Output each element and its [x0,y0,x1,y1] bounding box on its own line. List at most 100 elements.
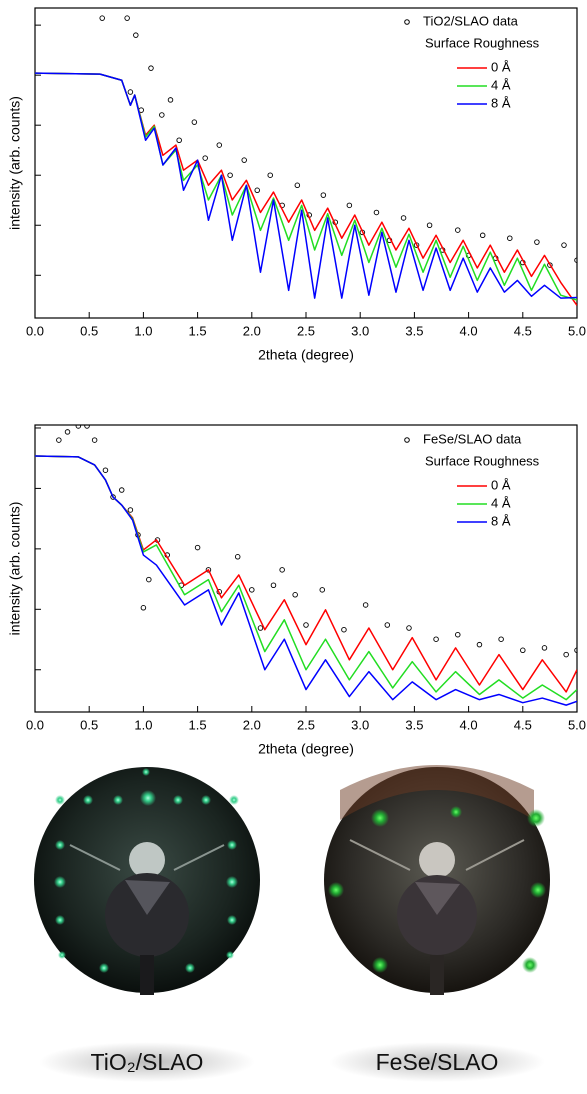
x-tick-label: 0.5 [80,717,98,732]
data-point [99,15,105,21]
plot-area [35,425,577,706]
line-series [35,455,577,701]
x-tick-label: 3.0 [351,717,369,732]
data-point [541,645,548,651]
data-point [146,576,152,583]
y-axis-label: intensity (arb. counts) [7,502,23,636]
y-axis-label: intensity (arb. counts) [7,96,23,230]
x-tick-label: 1.0 [134,717,152,732]
data-point [362,602,369,608]
data-point [563,651,569,658]
data-point [118,487,125,493]
legend-title: Surface Roughness [425,453,540,468]
data-point [159,112,165,118]
data-point [267,172,273,178]
x-tick-label: 1.0 [134,323,152,338]
data-point [257,625,264,631]
data-point [292,592,298,598]
legend-label: 4 Å [491,495,511,510]
data-point [561,242,567,248]
image-caption: FeSe/SLAO [376,1049,499,1075]
x-tick-label: 5.0 [568,717,586,732]
data-point [241,157,247,163]
data-point [400,215,407,221]
data-point [110,494,116,500]
data-point [455,227,461,233]
data-point [384,622,391,628]
data-point [426,222,433,229]
x-axis-label: 2theta (degree) [258,347,354,363]
data-point [270,582,277,589]
data-point [127,89,134,95]
legend-label: 0 Å [491,59,511,74]
data-point [433,636,439,642]
line-series [35,72,577,299]
x-tick-label: 3.5 [405,717,423,732]
line-series [35,455,577,706]
legend-label: TiO2/SLAO data [423,13,519,28]
data-point [127,507,134,513]
data-point [148,65,154,71]
data-point [91,437,98,443]
data-point [202,155,208,161]
data-point [56,437,62,443]
legend-title: Surface Roughness [425,35,540,50]
data-point [249,587,255,593]
data-point [205,567,212,573]
image-caption: TiO₂/SLAO [91,1049,204,1075]
data-point [194,544,201,551]
x-tick-label: 4.5 [514,323,532,338]
data-point [191,119,198,125]
data-point [227,172,233,178]
x-tick-label: 1.5 [189,323,207,338]
data-point [176,137,182,144]
legend-label: 4 Å [491,77,511,92]
caption-shadow [329,1042,545,1082]
data-point [140,605,147,611]
data-point [102,467,109,473]
data-point [254,187,260,194]
x-tick-label: 0.0 [26,717,44,732]
data-point [234,554,241,560]
x-tick-label: 2.0 [243,717,261,732]
data-point [346,202,353,209]
data-point [479,232,486,239]
x-tick-label: 3.5 [405,323,423,338]
x-tick-label: 0.0 [26,323,44,338]
legend-marker [404,19,410,25]
data-point [574,647,577,654]
x-tick-label: 4.0 [460,717,478,732]
data-point [534,239,540,245]
x-tick-label: 3.0 [351,323,369,338]
data-point [133,32,139,38]
data-point [406,625,412,631]
data-point [303,622,309,628]
data-point [498,636,504,642]
x-axis-label: 2theta (degree) [258,741,354,757]
data-point [124,15,130,21]
data-point [319,587,326,593]
data-point [341,626,347,633]
legend-label: FeSe/SLAO data [423,431,522,446]
line-series [35,72,577,306]
data-point [167,97,174,103]
legend-label: 8 Å [491,95,511,110]
plot-area [35,15,577,306]
x-tick-label: 2.5 [297,717,315,732]
data-point [373,209,380,216]
data-point [574,257,577,263]
x-tick-label: 4.5 [514,717,532,732]
data-point [476,641,483,648]
x-tick-label: 4.0 [460,323,478,338]
rheed-image [34,767,260,995]
data-point [75,425,82,429]
x-tick-label: 0.5 [80,323,98,338]
x-tick-label: 2.0 [243,323,261,338]
data-point [294,182,301,189]
x-tick-label: 2.5 [297,323,315,338]
legend-label: 0 Å [491,477,511,492]
data-point [84,425,90,429]
legend-label: 8 Å [491,513,511,528]
caption-shadow [39,1042,255,1082]
